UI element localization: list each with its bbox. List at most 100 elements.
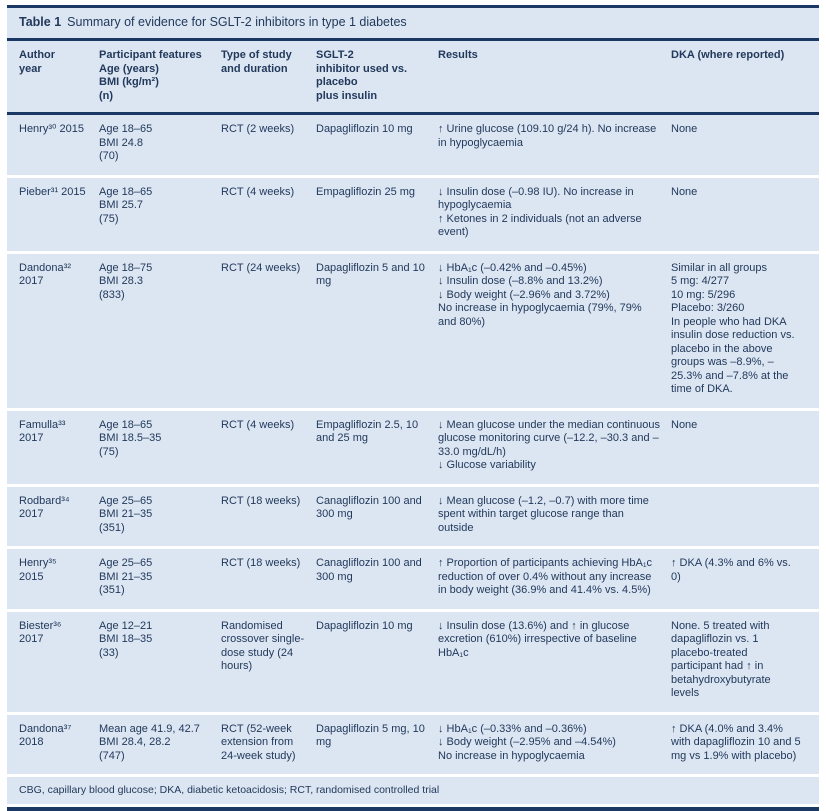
cell-line: None — [671, 185, 698, 198]
cell-line: RCT (18 weeks) — [221, 494, 301, 507]
cell-line: ↓ Insulin dose (–8.8% and 13.2%) — [438, 275, 603, 287]
cell-participants: Age 18–65 BMI 24.8 (70) — [99, 115, 221, 175]
cell-line: Dapagliflozin 10 mg — [316, 619, 413, 632]
cell-inhibitor: Empagliflozin 2.5, 10 and 25 mg — [316, 411, 438, 484]
cell-line: Dapagliflozin 5 mg, 10 mg — [316, 722, 425, 749]
cell-line: None — [671, 418, 698, 431]
cell-inhibitor: Empagliflozin 25 mg — [316, 178, 438, 251]
cell-study: Randomised crossover single-dose study (… — [221, 612, 316, 712]
bottom-rule — [7, 807, 819, 811]
column-header-line: and duration — [221, 62, 288, 75]
cell-results: ↓ HbA₁c (–0.42% and –0.45%) ↓ Insulin dos… — [438, 254, 671, 408]
cell-line: (833) — [99, 288, 125, 301]
cell-line: Dandona³⁷ — [19, 722, 72, 735]
cell-line: (33) — [99, 646, 119, 659]
cell-line: Henry³⁵ — [19, 557, 57, 569]
cell-line: None — [671, 123, 698, 135]
cell-line: ↓ HbA₁c (–0.33% and –0.36%) — [438, 722, 587, 735]
column-header-line: Results — [438, 49, 478, 61]
table-row: Henry³⁰ 2015 Age 18–65 BMI 24.8 (70) RCT (2 … — [7, 115, 819, 175]
cell-line: (70) — [99, 150, 119, 162]
cell-dka: ↑ DKA (4.0% and 3.4% with dapagliflozin … — [671, 715, 811, 775]
title-rule — [7, 38, 819, 41]
table-title-label: Table 1 — [19, 15, 62, 29]
cell-participants: Age 25–65 BMI 21–35 (351) — [99, 487, 221, 547]
cell-inhibitor: Canagliflozin 100 and 300 mg — [316, 549, 438, 609]
cell-author: Dandona³² 2017 — [19, 254, 99, 408]
table-body: Henry³⁰ 2015 Age 18–65 BMI 24.8 (70) RCT (2 … — [7, 115, 819, 774]
cell-line: Henry³⁰ 2015 — [19, 123, 84, 135]
column-header-line: Participant features — [99, 49, 202, 61]
cell-line: Canagliflozin 100 and 300 mg — [316, 494, 422, 521]
cell-line: Randomised crossover single-dose study (… — [221, 619, 305, 673]
cell-participants: Age 25–65 BMI 21–35 (351) — [99, 549, 221, 609]
cell-line: BMI 18.5–35 — [99, 432, 162, 444]
cell-results: ↑ Urine glucose (109.10 g/24 h). No incr… — [438, 115, 671, 175]
cell-line: Age 18–75 — [99, 261, 153, 274]
cell-dka — [671, 487, 811, 547]
column-header-line: BMI (kg/m²) — [99, 76, 159, 88]
cell-line: RCT (4 weeks) — [221, 185, 295, 198]
cell-line: ↓ Glucose variability — [438, 459, 536, 471]
cell-participants: Age 12–21 BMI 18–35 (33) — [99, 612, 221, 712]
cell-dka: None — [671, 411, 811, 484]
cell-line: Placebo: 3/260 — [671, 302, 745, 314]
cell-inhibitor: Dapagliflozin 10 mg — [316, 612, 438, 712]
cell-line: 2015 — [19, 570, 44, 583]
cell-dka: None — [671, 115, 811, 175]
cell-line: Pieber³¹ 2015 — [19, 185, 86, 198]
cell-line: RCT (24 weeks) — [221, 261, 301, 274]
cell-line: Canagliflozin 100 and 300 mg — [316, 557, 422, 583]
cell-line: ↓ Body weight (–2.96% and 3.72%) — [438, 288, 610, 301]
column-header-author: Author year — [19, 41, 99, 112]
table-row: Henry³⁵ 2015 Age 25–65 BMI 21–35 (351) RCT (1… — [7, 549, 819, 609]
cell-results: ↓ Mean glucose (–1.2, –0.7) with more ti… — [438, 487, 671, 547]
cell-line: Age 18–65 — [99, 185, 153, 198]
cell-results: ↓ Insulin dose (13.6%) and ↑ in glucose … — [438, 612, 671, 712]
cell-study: RCT (4 weeks) — [221, 178, 316, 251]
cell-line: (351) — [99, 521, 125, 534]
cell-line: Similar in all groups — [671, 261, 767, 274]
cell-author: Dandona³⁷ 2018 — [19, 715, 99, 775]
table-row: Biester³⁶ 2017 Age 12–21 BMI 18–35 (33) Rando… — [7, 611, 819, 712]
cell-line: Mean age 41.9, 42.7 — [99, 722, 200, 735]
column-header-line: placebo — [316, 76, 358, 88]
cell-author: Rodbard³⁴ 2017 — [19, 487, 99, 547]
cell-inhibitor: Dapagliflozin 5 and 10 mg — [316, 254, 438, 408]
cell-line: Age 25–65 — [99, 494, 153, 507]
cell-dka: None. 5 treated with dapagliflozin vs. 1… — [671, 612, 811, 712]
top-rule — [7, 5, 819, 8]
cell-line: ↑ DKA (4.3% and 6% vs. 0) — [671, 557, 791, 583]
column-header-line: Age (years) — [99, 62, 159, 75]
column-header-line: (n) — [99, 89, 114, 102]
cell-line: (75) — [99, 212, 119, 225]
cell-line: 10 mg: 5/296 — [671, 288, 736, 301]
cell-line: No increase in hypoglycaemia (79%, 79% a… — [438, 302, 642, 328]
cell-line: RCT (18 weeks) — [221, 557, 301, 569]
cell-line: RCT (4 weeks) — [221, 418, 295, 431]
table-row: Pieber³¹ 2015 Age 18–65 BMI 25.7 (75) RCT (4… — [7, 177, 819, 251]
column-header-study: Type of study and duration — [221, 41, 316, 112]
cell-line: (351) — [99, 584, 125, 596]
table-row: Dandona³² 2017 Age 18–75 BMI 28.3 (833) RCT (… — [7, 253, 819, 408]
cell-participants: Age 18–65 BMI 18.5–35 (75) — [99, 411, 221, 484]
cell-participants: Age 18–75 BMI 28.3 (833) — [99, 254, 221, 408]
column-header-line: Author — [19, 49, 56, 61]
cell-results: ↑ Proportion of participants achieving H… — [438, 549, 671, 609]
cell-line: Age 25–65 — [99, 557, 153, 569]
cell-author: Henry³⁵ 2015 — [19, 549, 99, 609]
cell-line: ↓ Insulin dose (13.6%) and ↑ in glucose … — [438, 619, 637, 659]
cell-line: BMI 21–35 — [99, 508, 153, 520]
cell-line: 5 mg: 4/277 — [671, 275, 730, 287]
cell-line: Dapagliflozin 10 mg — [316, 123, 413, 135]
cell-dka: None — [671, 178, 811, 251]
table-row: Dandona³⁷ 2018 Mean age 41.9, 42.7 BMI 28.4… — [7, 714, 819, 775]
cell-dka: ↑ DKA (4.3% and 6% vs. 0) — [671, 549, 811, 609]
cell-line: Biester³⁶ — [19, 619, 62, 632]
column-header-inhibitor: SGLT-2 inhibitor used vs. placebo plus i… — [316, 41, 438, 112]
cell-line: Age 18–65 — [99, 418, 153, 431]
table-page: Table 1 Summary of evidence for SGLT-2 in… — [7, 5, 819, 811]
cell-line: None. 5 treated with dapagliflozin vs. 1… — [671, 619, 771, 700]
cell-study: RCT (18 weeks) — [221, 487, 316, 547]
cell-results: ↓ Insulin dose (–0.98 IU). No increase i… — [438, 178, 671, 251]
